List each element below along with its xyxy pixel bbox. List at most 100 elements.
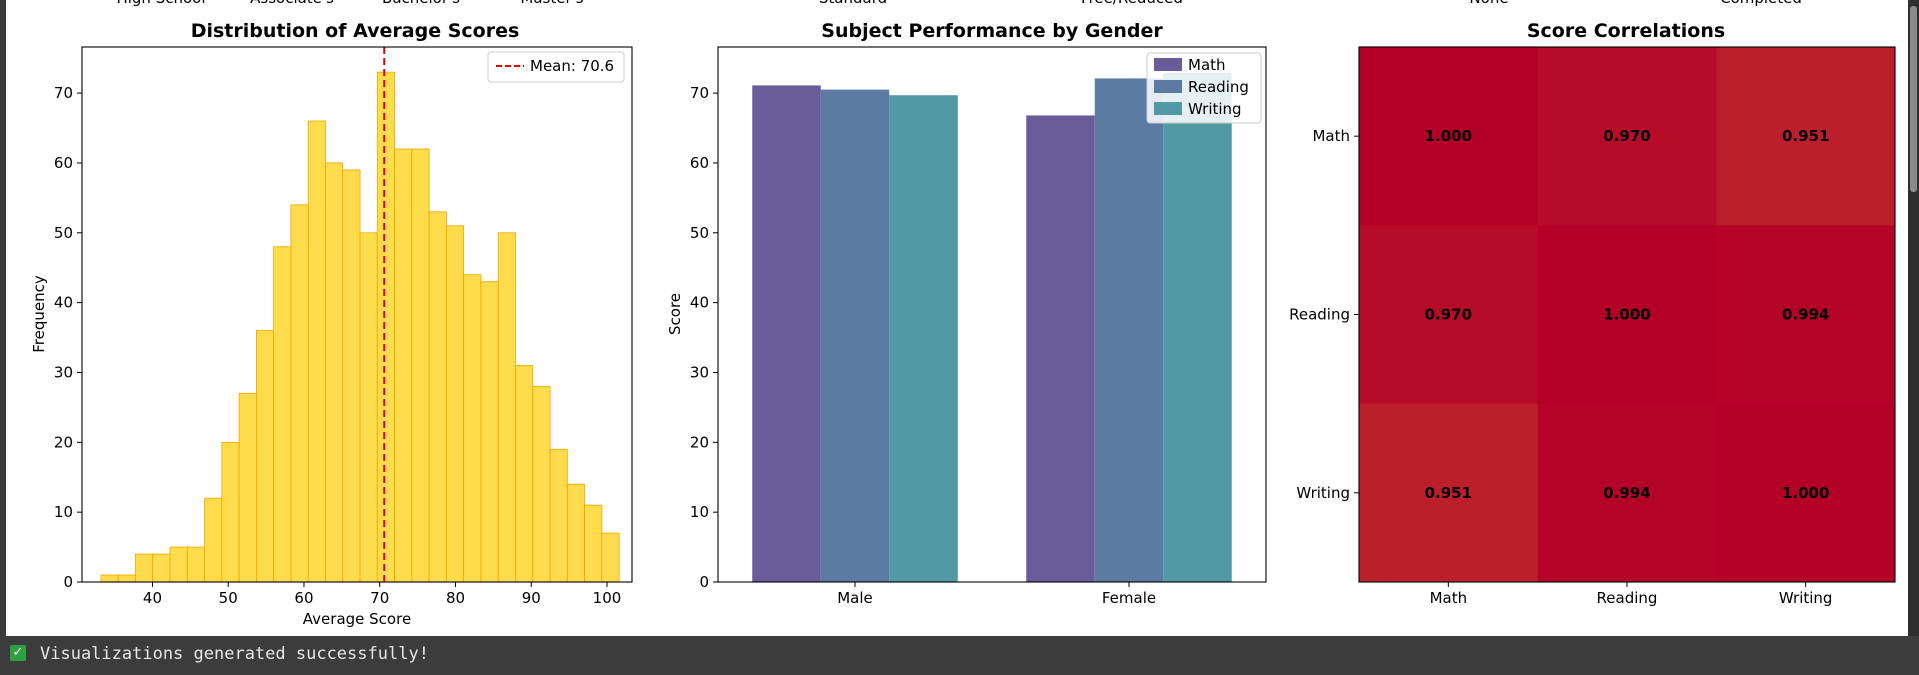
clipped-tick-label: High School	[116, 0, 205, 7]
clipped-tick-label: None	[1469, 0, 1508, 7]
chart-title: Score Correlations	[1527, 20, 1725, 42]
x-tick-label: 90	[522, 589, 541, 607]
y-tick-label: 30	[690, 363, 709, 381]
y-tick-label: 20	[54, 433, 73, 451]
clipped-tick-label: Associate's	[250, 0, 334, 7]
histogram-bars	[100, 71, 620, 583]
bar-math-female	[1026, 115, 1095, 582]
scrollbar-thumb[interactable]	[1910, 6, 1917, 192]
chart-title: Distribution of Average Scores	[191, 20, 520, 42]
histogram-bar	[169, 546, 188, 583]
plot-frame	[81, 46, 633, 583]
y-tick-label: Reading	[1289, 306, 1350, 324]
figure-canvas: High School Associate's Bachelor's Master's…	[30, 0, 1896, 628]
histogram-bar	[497, 232, 516, 583]
heatmap-cell	[1359, 403, 1539, 583]
x-ticks: Male Female	[837, 582, 1156, 607]
y-tick-label: 60	[54, 154, 73, 172]
heatmap-cell	[1716, 403, 1896, 583]
histogram-bar	[532, 386, 551, 583]
y-tick-label: 50	[54, 224, 73, 242]
heatmap-cell-label: 0.970	[1425, 306, 1472, 324]
y-tick-label: 70	[690, 84, 709, 102]
clipped-previous-row-labels: High School Associate's Bachelor's Master's…	[116, 0, 1801, 7]
bar-writing-male	[889, 95, 958, 583]
x-axis-label: Average Score	[303, 610, 411, 628]
histogram-bar	[549, 448, 568, 583]
y-tick-label: 20	[690, 433, 709, 451]
heatmap-cell-label: 0.970	[1603, 127, 1650, 145]
heatmap-cell	[1537, 403, 1717, 583]
histogram-bar	[325, 162, 344, 583]
legend-swatch	[1154, 102, 1182, 115]
histogram-bar	[411, 148, 430, 583]
heatmap-cell	[1359, 47, 1539, 226]
heatmap-cell-label: 0.994	[1603, 484, 1650, 502]
histogram-bar	[204, 497, 223, 583]
left-sidebar-strip	[0, 0, 6, 675]
y-tick-label: 10	[690, 503, 709, 521]
y-axis-label: Score	[666, 293, 684, 335]
y-tick-label: 10	[54, 503, 73, 521]
x-tick-label: 40	[143, 589, 162, 607]
y-tick-label: Writing	[1296, 484, 1350, 502]
clipped-tick-label: Completed	[1720, 0, 1802, 7]
y-axis-label: Frequency	[30, 275, 48, 353]
y-tick-label: 30	[54, 363, 73, 381]
plot-frame	[717, 46, 1267, 583]
legend-swatch	[1154, 80, 1182, 93]
x-tick-label: Writing	[1779, 589, 1833, 607]
y-ticks: 0 10 20 30 40 50 60 70	[690, 84, 718, 591]
x-tick-label: Female	[1102, 589, 1156, 607]
histogram-bar	[100, 574, 119, 583]
heatmap-ticks: Math Reading Writing Math Reading Writing	[1289, 127, 1832, 607]
bar-series	[752, 72, 1232, 583]
scrollbar-track[interactable]	[1908, 0, 1919, 675]
histogram-bar	[376, 71, 395, 583]
histogram-bar	[359, 232, 378, 583]
histogram-bar	[445, 225, 465, 583]
clipped-tick-label: Master's	[520, 0, 583, 7]
heatmap-cell-label: 1.000	[1603, 306, 1650, 324]
bar-reading-female	[1094, 78, 1164, 582]
clipped-tick-label: Bachelor's	[382, 0, 460, 7]
histogram-bar	[152, 553, 171, 583]
x-tick-label: Reading	[1597, 589, 1658, 607]
legend-mean-label: Mean: 70.6	[530, 57, 614, 75]
histogram-bar	[221, 441, 240, 583]
histogram-bar	[186, 546, 205, 583]
check-icon: ✓	[10, 645, 26, 661]
legend-label: Reading	[1188, 78, 1249, 96]
histogram-bar	[480, 281, 499, 583]
y-ticks: 0 10 20 30 40 50 60 70	[54, 84, 82, 591]
heatmap-cell	[1716, 47, 1896, 226]
x-tick-label: Math	[1430, 589, 1468, 607]
heatmap-cell	[1716, 225, 1896, 405]
histogram-bar	[428, 211, 447, 583]
histogram-bar	[601, 532, 620, 583]
x-tick-label: 70	[370, 589, 389, 607]
histogram-panel: Distribution of Average Scores 40 50 60 70 8…	[30, 20, 633, 628]
heatmap-cell	[1537, 47, 1717, 226]
heatmap-panel: Score Correlations 1.000 0.970 0.951 0.970 1…	[1289, 20, 1896, 607]
y-tick-label: 40	[690, 294, 709, 312]
legend-label: Math	[1188, 56, 1226, 74]
bar-math-male	[752, 85, 821, 582]
heatmap-cell-label: 1.000	[1425, 127, 1472, 145]
histogram-bar	[584, 504, 603, 583]
histogram-bar	[342, 169, 361, 583]
heatmap-cell-label: 0.994	[1782, 306, 1829, 324]
histogram-bar	[290, 204, 309, 583]
x-tick-label: 60	[294, 589, 313, 607]
figure-output: High School Associate's Bachelor's Master's…	[6, 0, 1908, 636]
heatmap-cell	[1537, 225, 1717, 405]
legend-swatch	[1154, 58, 1182, 71]
histogram-bar	[117, 574, 136, 583]
heatmap-cells: 1.000 0.970 0.951 0.970 1.000 0.994 0.951 0.994…	[1359, 47, 1896, 583]
y-tick-label: 0	[699, 573, 709, 591]
heatmap-cell-label: 0.951	[1782, 127, 1829, 145]
y-tick-label: Math	[1312, 127, 1350, 145]
y-tick-label: 40	[54, 294, 73, 312]
heatmap-cell	[1359, 225, 1539, 405]
legend-label: Writing	[1188, 100, 1242, 118]
